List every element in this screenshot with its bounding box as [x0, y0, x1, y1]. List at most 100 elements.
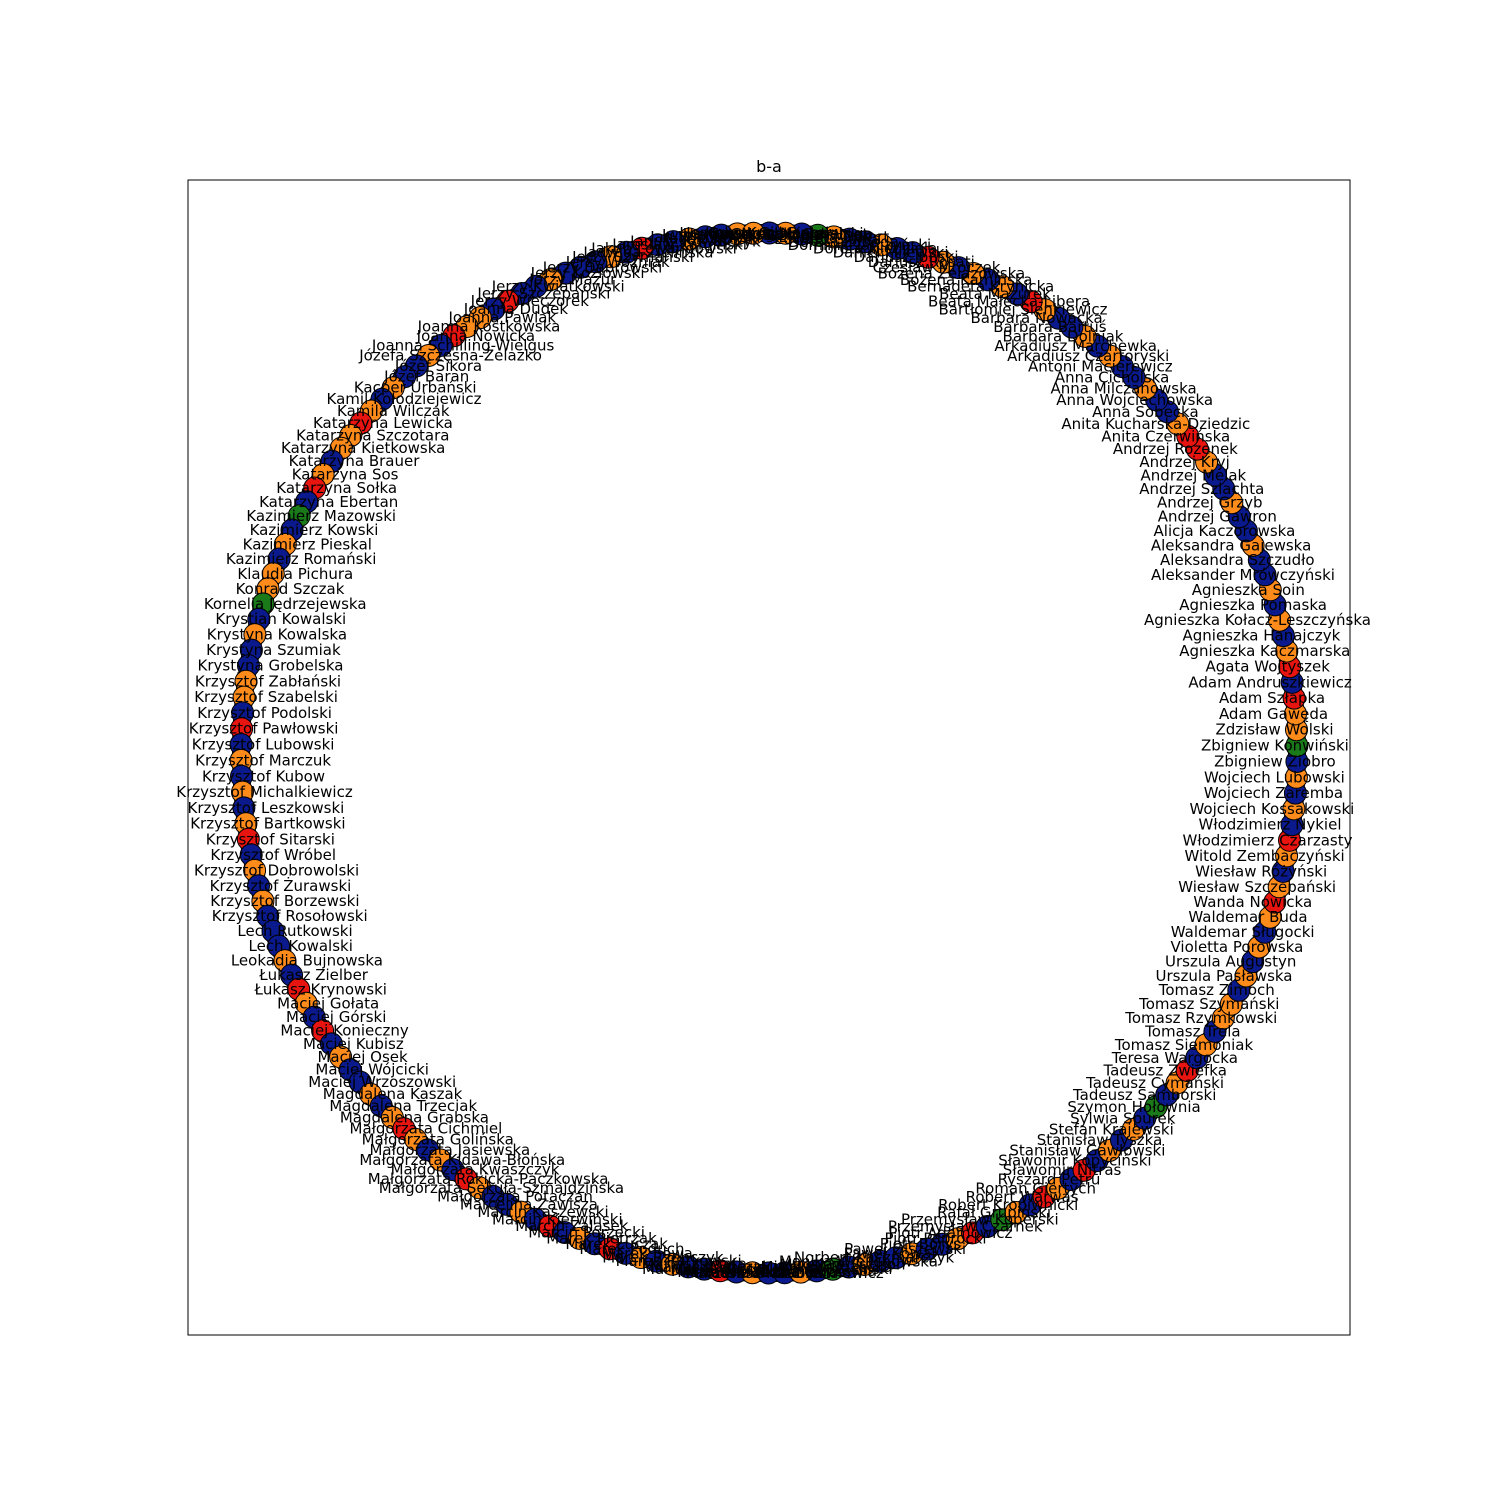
node-label: Marek Poduch: [579, 1240, 684, 1258]
node-label: Krzysztof Lubowski: [192, 736, 335, 754]
node-label: Joanna Pawlak: [447, 309, 556, 327]
node-label: Adam Andruszkiewicz: [1188, 673, 1352, 691]
node-label: Mateusz Bochenek: [682, 1264, 823, 1282]
node-label: Krzysztof Podolski: [197, 704, 332, 722]
node-label: Mateusz Kozłowski: [699, 1264, 839, 1282]
node-label: Urszula Pasławska: [1156, 967, 1293, 985]
node-label: Marcelina Zawisza: [460, 1195, 598, 1213]
node-label: Iwona Kowalska: [662, 226, 781, 244]
node-label: Józefa Szczęsna-Żelazko: [358, 346, 542, 365]
node-label: Krystyna Kowalska: [207, 626, 347, 644]
node-label: Agnieszka Kaczmarska: [1179, 642, 1350, 660]
node-label: Joanna Dudek: [463, 300, 569, 318]
node-label: Bartłomiej Sienkiewicz: [939, 301, 1108, 319]
node-label: Piotr Paprocki: [884, 1230, 986, 1248]
node-label: Małgorzata Rokicka-Pączkowska: [368, 1170, 609, 1188]
node-label: Katarzyna Sołka: [276, 479, 397, 497]
node-label: Marek Sowa: [602, 1244, 693, 1262]
node-label: Katarzyna Ebertan: [259, 493, 398, 511]
node-label: Szymon Hołownia: [1067, 1098, 1200, 1116]
node-label: Małgorzata Golińska: [362, 1130, 514, 1148]
node-label: Witold Zembaczyński: [1184, 847, 1344, 865]
node-label: Michał Stasiński: [773, 1260, 893, 1278]
node-label: Marcin Kierwiński: [492, 1210, 623, 1228]
node-label: Roman Giertych: [975, 1179, 1096, 1197]
node-label: Bożena Żelazowska: [878, 264, 1026, 283]
node-label: Jerzy Wieczorek: [470, 292, 590, 310]
node-label: Kamil Kołodziejewicz: [327, 390, 482, 408]
node-label: Elżbieta Witek: [764, 226, 871, 244]
node-label: Anita Kucharska-Dziedzic: [1061, 415, 1250, 433]
node-label: Anna Cicholska: [1055, 368, 1169, 386]
node-label: Adam Gawęda: [1219, 705, 1328, 723]
node-label: Urszula Augustyn: [1165, 953, 1296, 971]
node-label: Joanna Kostkowska: [417, 318, 561, 336]
node-label: Tomasz Siemoniak: [1114, 1036, 1254, 1054]
node-label: Marek Rzepczyk: [602, 1249, 724, 1267]
node-label: Kazimierz Pieskal: [243, 535, 372, 553]
node-label: Zbigniew Konwiński: [1201, 737, 1349, 755]
node-label: Janusz Kowalczyk: [629, 233, 761, 251]
node-label: Anna Milczanowska: [1050, 380, 1196, 398]
node-label: Tomasz Rzymkowski: [1124, 1009, 1277, 1027]
node-label: Włodzimierz Nykiel: [1199, 816, 1342, 834]
node-label: Krzysztof Michalkiewicz: [176, 783, 353, 801]
node-label: Wojciech Zaremba: [1204, 784, 1343, 802]
node-label: Beata Małecka-Libera: [928, 293, 1090, 311]
node-label: Krzysztof Sitarski: [206, 830, 335, 848]
node-label: Aleksander Mrówczyński: [1151, 566, 1335, 584]
node-label: Maciej Wrzoszowski: [308, 1073, 456, 1091]
node-label: Jerzy Szymański: [571, 248, 694, 266]
node-label: Marek Rutkowski: [616, 1252, 742, 1270]
axes-frame: [187, 179, 1351, 1336]
node-label: Jacek Wójcik: [664, 230, 758, 248]
node-label: Robert Warwas: [966, 1188, 1079, 1206]
node-label: Krzysztof Żurawski: [210, 876, 352, 895]
node-label: Klaudia Pichura: [237, 565, 353, 583]
node-label: Tadeusz Samborski: [1072, 1086, 1216, 1104]
node-label: Agnieszka Pomaska: [1179, 596, 1327, 614]
diagram-title: b-a: [756, 157, 782, 176]
node-label: Tomasz Zimoch: [1158, 981, 1275, 999]
node-label: Marek Pietrzak: [546, 1229, 657, 1247]
node-label: Barbara Bartuś: [993, 318, 1107, 336]
node-label: Robert Kropiwnicki: [938, 1196, 1078, 1214]
graph-node: [741, 221, 765, 245]
node-label: Jerzy Dąbrowski: [542, 258, 663, 276]
node-label: Kazimierz Kowski: [250, 521, 379, 539]
node-label: Krzysztof Zabłański: [195, 672, 341, 690]
node-label: Zbigniew Ziobro: [1214, 753, 1336, 771]
node-label: Krzysztof Dobrowolski: [194, 861, 359, 879]
node-label: Dariusz Joński: [854, 248, 959, 266]
node-label: Henryka Krzywonos: [679, 224, 827, 242]
node-label: Andrzej Rozenek: [1113, 440, 1238, 458]
nodes-layer: [229, 221, 1309, 1285]
node-label: Maciej Wójcicki: [315, 1061, 429, 1079]
node-label: Anita Czerwińska: [1101, 427, 1230, 445]
node-label: Małgorzata Kwaszczyk: [391, 1161, 560, 1179]
node-label: Włodzimierz Czarzasty: [1183, 831, 1353, 849]
node-label: Małgorzata Cichmiel: [350, 1120, 503, 1138]
node-label: Sławomir Nitras: [1003, 1161, 1122, 1179]
node-label: Aleksandra Gajewska: [1151, 536, 1311, 554]
node-label: Anna Wojciechowska: [1056, 391, 1213, 409]
node-label: Sylwia Spurek: [1070, 1109, 1176, 1127]
node-label: Waldemar Buda: [1188, 908, 1307, 926]
node-label: Tomasz Szymański: [1138, 995, 1279, 1013]
node-label: Magdalena Trzeciak: [329, 1097, 477, 1115]
node-label: Jadwiga Zielińska: [582, 243, 713, 261]
node-label: Jerzy Szczepański: [476, 285, 610, 303]
node-label: Łukasz Zielber: [258, 966, 369, 984]
node-label: Agnieszka Hanajczyk: [1183, 627, 1341, 645]
node-label: Barbara Dolniak: [1003, 327, 1124, 345]
node-label: Violetta Porowska: [1171, 938, 1304, 956]
node-label: Arkadiusz Czartoryski: [1007, 347, 1169, 365]
node-label: Krzysztof Kubow: [202, 767, 325, 785]
node-label: Krystyna Grobelska: [198, 657, 344, 675]
node-label: Paweł Kowal: [844, 1245, 936, 1263]
node-label: Kacper Urbański: [354, 379, 477, 397]
node-label: Stanisław Tyszka: [1037, 1131, 1163, 1149]
node-label: Krystyna Szumiak: [206, 641, 341, 659]
node-label: Wojciech Kossakowski: [1189, 800, 1354, 818]
